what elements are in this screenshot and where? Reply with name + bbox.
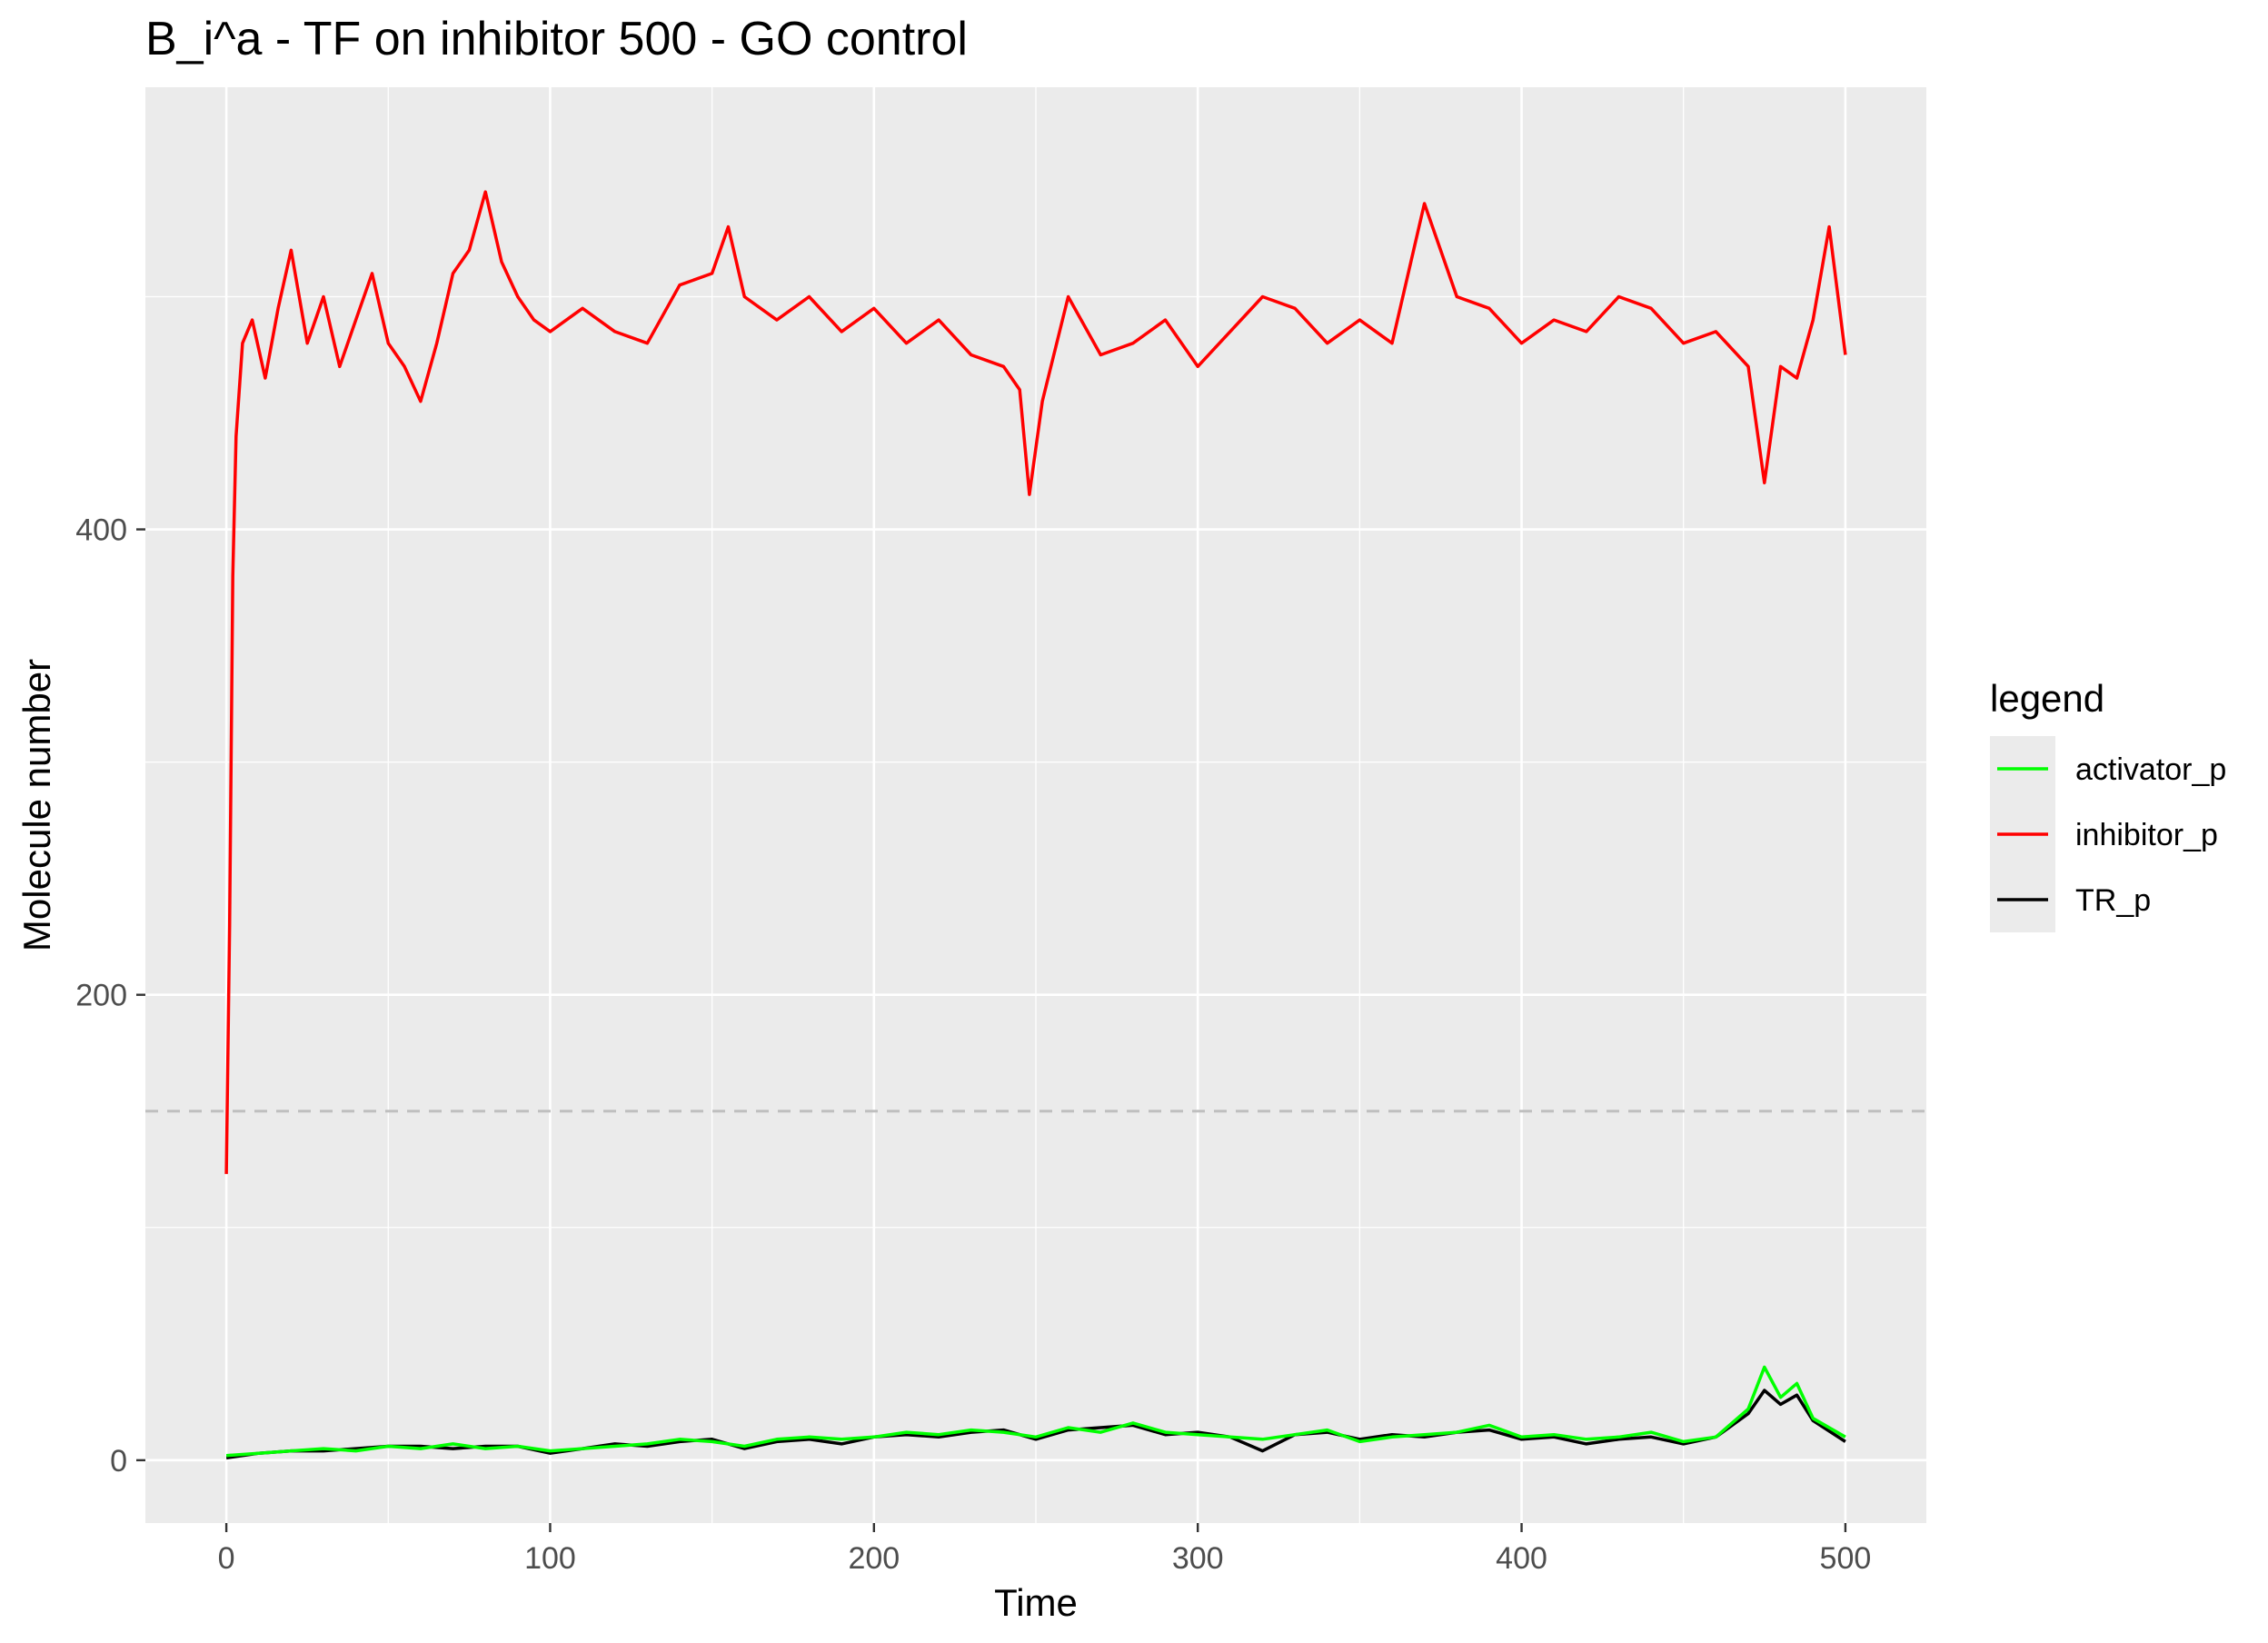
x-tick-label: 300 [1172, 1541, 1224, 1576]
major-gridlines [145, 87, 1926, 1523]
legend-label-inhibitor_p: inhibitor_p [2075, 818, 2218, 852]
x-tick-label: 200 [848, 1541, 900, 1576]
x-tick-label: 0 [218, 1541, 235, 1576]
minor-gridlines [145, 87, 1926, 1523]
y-axis-ticks: 0 200 400 [75, 513, 145, 1479]
legend-items: activator_p inhibitor_p TR_p [1990, 736, 2226, 932]
x-tick-label: 500 [1820, 1541, 1872, 1576]
legend-label-activator_p: activator_p [2075, 752, 2226, 787]
legend-label-TR_p: TR_p [2075, 883, 2151, 918]
legend: legend activator_p inhibitor_p TR_p [1990, 677, 2226, 932]
x-tick-label: 400 [1496, 1541, 1547, 1576]
series-layer [224, 190, 1847, 1460]
series-line-inhibitor_p [224, 190, 1847, 1174]
y-tick-label: 200 [75, 979, 127, 1013]
series-line-activator_p [225, 1365, 1846, 1458]
y-tick-label: 0 [110, 1444, 127, 1479]
chart-title: B_i^a - TF on inhibitor 500 - GO control [145, 13, 968, 65]
x-axis-title: Time [994, 1581, 1078, 1624]
y-axis-title: Molecule number [15, 659, 58, 951]
legend-title: legend [1990, 677, 2104, 720]
y-tick-label: 400 [75, 513, 127, 548]
x-axis-ticks: 0 100 200 300 400 500 [218, 1523, 1872, 1576]
x-tick-label: 100 [524, 1541, 576, 1576]
